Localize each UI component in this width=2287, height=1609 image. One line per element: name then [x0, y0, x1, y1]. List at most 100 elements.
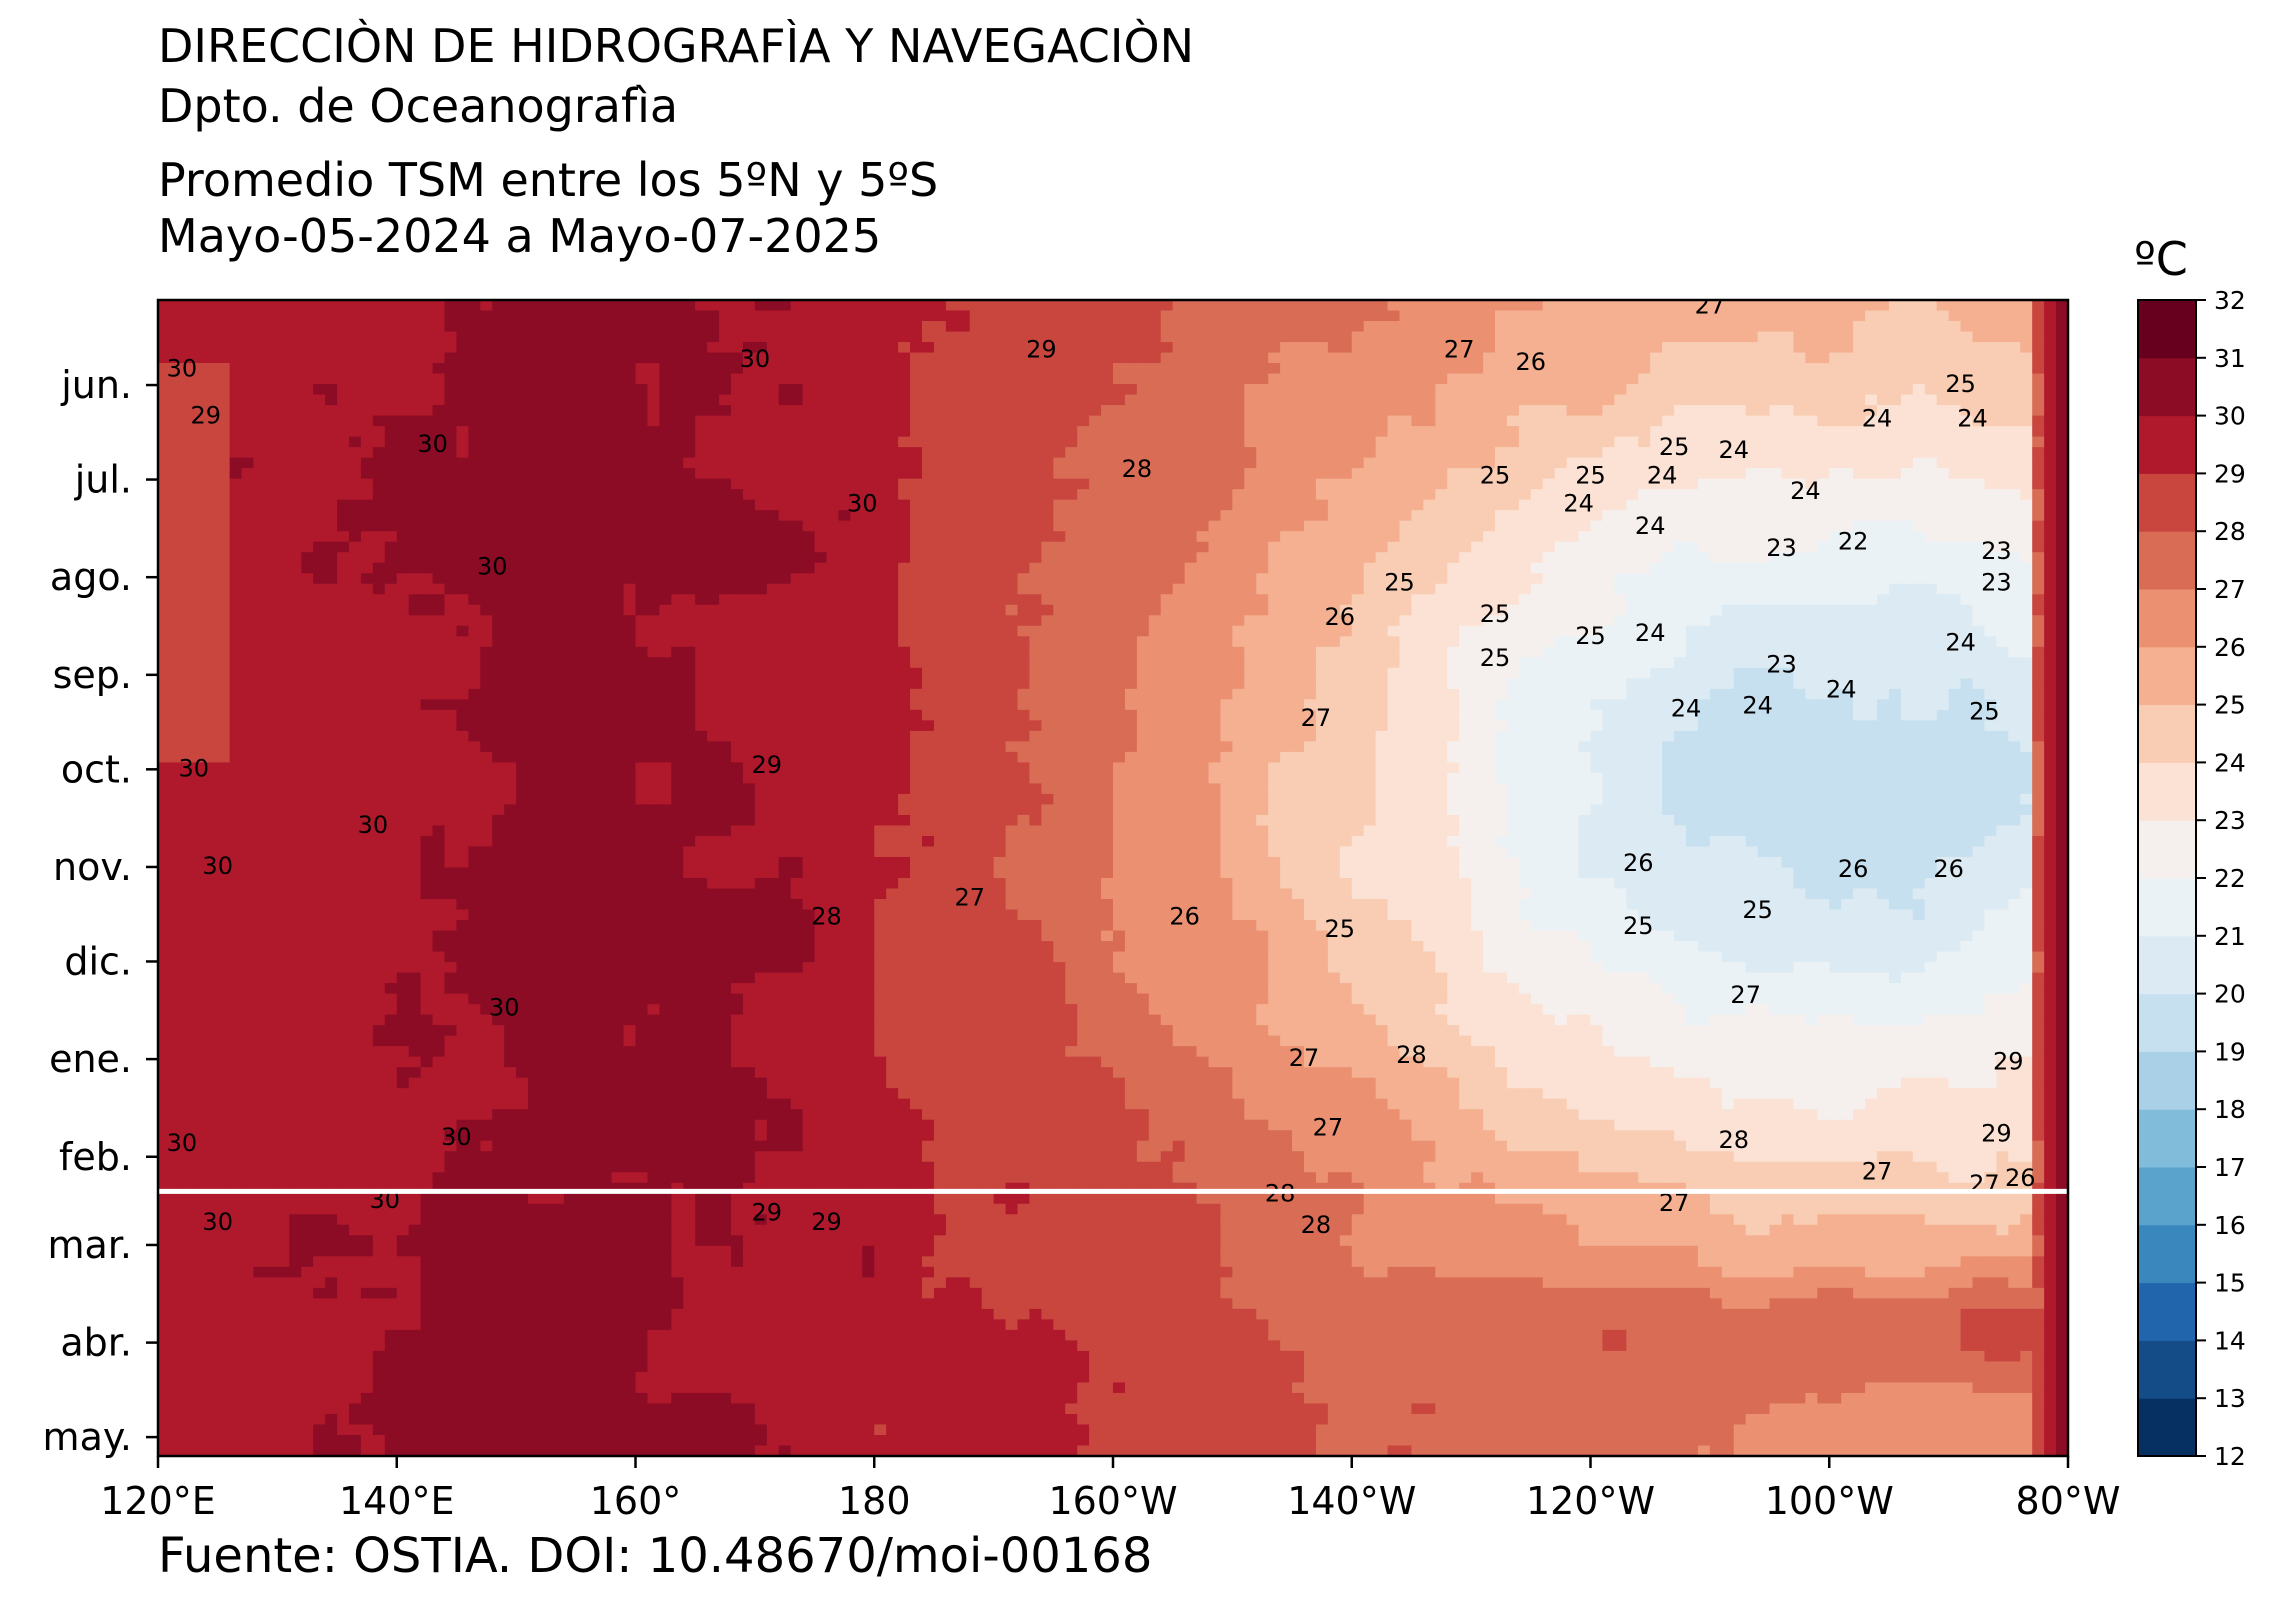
sst-cell: [1936, 447, 1950, 459]
sst-cell: [1017, 552, 1031, 564]
sst-cell: [922, 331, 935, 343]
sst-cell: [719, 352, 732, 364]
sst-cell: [1757, 594, 1771, 606]
sst-cell: [1220, 436, 1233, 448]
sst-cell: [1459, 457, 1472, 469]
sst-cell: [563, 594, 577, 606]
sst-cell: [1650, 468, 1663, 480]
sst-cell: [1041, 436, 1054, 448]
sst-cell: [1996, 310, 2009, 322]
sst-cell: [731, 520, 744, 532]
sst-cell: [719, 499, 732, 511]
sst-cell: [587, 405, 601, 417]
sst-cell: [1089, 352, 1102, 364]
sst-cell: [444, 520, 458, 532]
sst-cell: [2008, 426, 2021, 438]
sst-cell: [1208, 552, 1222, 564]
sst-cell: [265, 415, 278, 427]
sst-cell: [528, 489, 541, 501]
sst-cell: [575, 604, 589, 616]
sst-cell: [1232, 310, 1245, 322]
sst-cell: [671, 573, 684, 585]
sst-cell: [1268, 331, 1281, 343]
sst-cell: [540, 457, 553, 469]
sst-cell: [325, 520, 338, 532]
sst-cell: [802, 394, 816, 406]
sst-cell: [1912, 352, 1926, 364]
sst-cell: [1506, 384, 1520, 396]
sst-cell: [1351, 415, 1365, 427]
sst-cell: [289, 489, 302, 501]
sst-cell: [575, 331, 589, 343]
sst-cell: [874, 426, 887, 438]
sst-cell: [241, 415, 255, 427]
sst-cell: [1483, 510, 1496, 522]
sst-cell: [1757, 468, 1771, 480]
sst-cell: [492, 541, 505, 553]
sst-cell: [981, 405, 995, 417]
sst-cell: [1602, 583, 1615, 595]
sst-cell: [1936, 426, 1950, 438]
sst-cell: [1566, 499, 1580, 511]
sst-cell: [289, 615, 302, 627]
sst-cell: [349, 520, 362, 532]
sst-cell: [1984, 436, 1997, 448]
sst-cell: [516, 510, 529, 522]
sst-cell: [337, 478, 350, 490]
sst-cell: [2044, 447, 2057, 459]
sst-cell: [1077, 468, 1090, 480]
sst-cell: [719, 331, 732, 343]
sst-cell: [1483, 331, 1496, 343]
sst-cell: [456, 363, 469, 375]
sst-cell: [1686, 436, 1699, 448]
sst-cell: [1387, 562, 1401, 574]
sst-cell: [1817, 583, 1830, 595]
sst-cell: [1662, 531, 1675, 543]
sst-cell: [193, 384, 207, 396]
sst-cell: [241, 489, 255, 501]
sst-cell: [432, 321, 446, 333]
sst-cell: [1542, 394, 1556, 406]
sst-cell: [1208, 426, 1222, 438]
sst-cell: [504, 478, 517, 490]
sst-cell: [1578, 489, 1592, 501]
sst-cell: [862, 594, 875, 606]
sst-cell: [1614, 573, 1627, 585]
sst-cell: [1041, 510, 1054, 522]
sst-cell: [2044, 552, 2057, 564]
sst-cell: [563, 562, 577, 574]
sst-cell: [957, 573, 971, 585]
sst-cell: [838, 541, 851, 553]
sst-cell: [1793, 415, 1806, 427]
sst-cell: [1471, 352, 1484, 364]
sst-cell: [719, 447, 732, 459]
sst-cell: [1972, 426, 1986, 438]
sst-cell: [1972, 331, 1986, 343]
sst-cell: [742, 499, 756, 511]
sst-cell: [778, 499, 792, 511]
sst-cell: [874, 583, 887, 595]
sst-cell: [1578, 510, 1592, 522]
sst-cell: [1602, 457, 1615, 469]
sst-cell: [1256, 300, 1269, 312]
sst-cell: [1495, 478, 1508, 490]
sst-cell: [1960, 415, 1974, 427]
sst-cell: [313, 384, 326, 396]
sst-cell: [742, 520, 756, 532]
sst-cell: [1829, 562, 1842, 574]
sst-cell: [862, 499, 875, 511]
sst-cell: [1124, 342, 1138, 354]
sst-cell: [277, 373, 290, 385]
sst-cell: [528, 352, 541, 364]
sst-cell: [325, 468, 338, 480]
sst-cell: [563, 510, 577, 522]
sst-cell: [1781, 594, 1795, 606]
sst-cell: [158, 468, 171, 480]
sst-cell: [1793, 541, 1806, 553]
sst-cell: [181, 384, 195, 396]
sst-cell: [874, 573, 887, 585]
sst-cell: [1208, 352, 1222, 364]
sst-cell: [1124, 300, 1138, 312]
sst-cell: [1268, 552, 1281, 564]
sst-cell: [1757, 520, 1771, 532]
